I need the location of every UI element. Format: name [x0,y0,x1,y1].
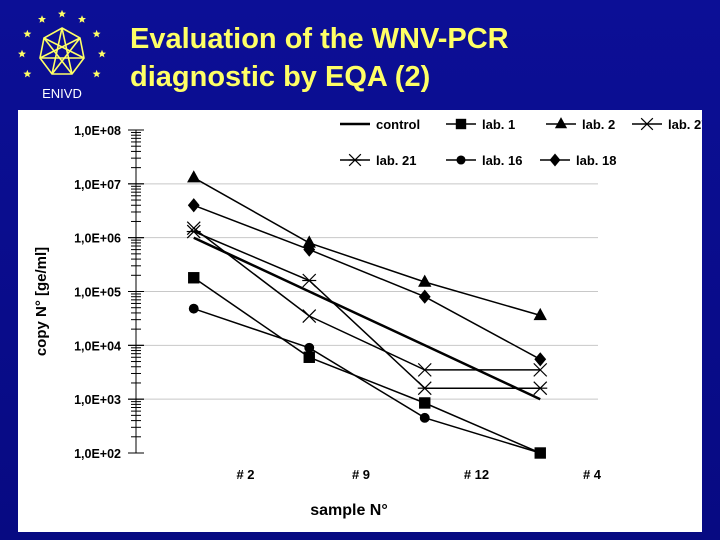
circle-marker [535,448,546,458]
x-marker [640,117,654,131]
x-axis-title: sample N° [310,502,388,519]
circle-marker [188,303,199,314]
y-axis-title: copy N° [ge/ml] [33,247,50,356]
star-icon [78,15,86,23]
triangle-marker [187,170,201,183]
legend-label: lab. 21 [376,153,416,168]
triangle-marker [418,274,432,287]
triangle-marker [533,307,547,321]
x-marker [302,309,317,323]
y-tick-label: 1,0E+02 [74,447,121,461]
title-line-1: Evaluation of the WNV-PCR [130,23,509,55]
circle-marker [456,155,466,165]
series-line [193,177,541,317]
star-icon [18,49,26,58]
star-icon [58,10,66,18]
star-icon [23,29,32,38]
triangle-marker [554,117,568,129]
square-marker [303,351,315,363]
y-tick-label: 1,0E+05 [74,286,121,300]
series-line [193,227,541,371]
diamond-marker [187,198,200,213]
star-icon [23,69,32,78]
enivd-logo-icon: ENIVD [18,10,106,101]
diamond-marker [303,242,316,257]
square-marker [455,118,467,130]
logo-text: ENIVD [42,86,82,101]
diamond-marker [418,289,431,304]
star-icon [98,49,106,58]
legend-label: lab. 2 [582,117,615,132]
x-tick-label: # 12 [464,467,489,482]
page-title: Evaluation of the WNV-PCR diagnostic by … [130,20,710,96]
diamond-marker [534,352,547,367]
x-marker [186,221,201,236]
square-marker [419,397,431,409]
diamond-marker [549,153,561,167]
series-line [193,236,541,401]
y-tick-label: 1,0E+04 [74,339,121,353]
series-line [193,230,541,389]
title-line-2: diagnostic by EQA (2) [130,61,431,93]
series-line [193,307,541,454]
star-icon [38,15,46,23]
circle-marker [304,342,315,353]
y-tick-label: 1,0E+08 [74,124,121,138]
x-marker [417,362,432,377]
legend-label: lab. 1 [482,117,515,132]
legend-label: lab. 16 [482,153,522,168]
legend-label: lab. 27 [668,117,702,132]
legend-label: lab. 18 [576,153,616,168]
star-icon [92,29,101,38]
series-line [193,277,541,454]
y-tick-label: 1,0E+06 [74,232,121,246]
series-line [193,204,541,360]
star-icon [92,69,101,78]
x-tick-label: # 9 [352,467,370,482]
chart-panel: 1,0E+08 1,0E+07 1,0E+06 1,0E+05 1,0E+04 1,0E+… [18,110,708,532]
legend-label: control [376,117,420,132]
chart: 1,0E+08 1,0E+07 1,0E+06 1,0E+05 1,0E+04 1,0E+… [33,117,708,519]
y-tick-label: 1,0E+03 [74,393,121,407]
x-marker [533,362,548,377]
x-tick-label: # 2 [236,467,254,482]
x-tick-label: # 4 [583,467,602,482]
y-tick-label: 1,0E+07 [74,178,121,192]
circle-marker [419,412,430,423]
square-marker [188,272,200,284]
